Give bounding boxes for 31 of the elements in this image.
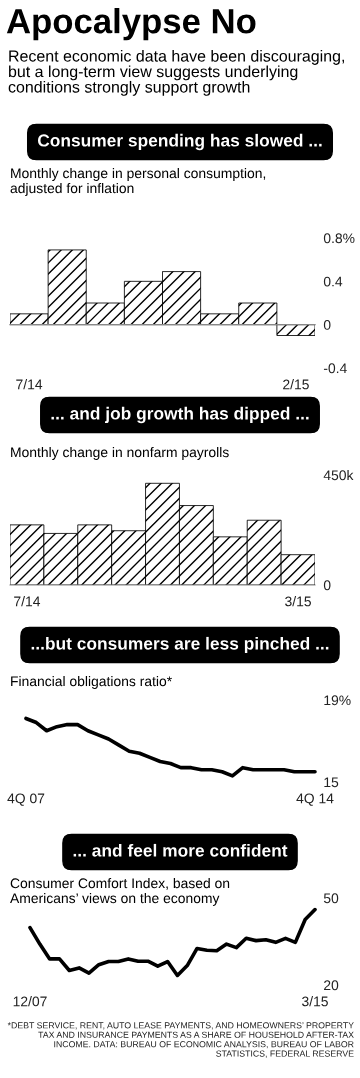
y-tick-label: -0.4 [323, 363, 347, 374]
text: Recent economic data have been discouraging, but a long-term view suggests underlying conditions strongly support growth [8, 50, 344, 96]
x-tick-label: 3/15 [302, 996, 328, 1007]
y-tick-label: 0 [323, 320, 331, 330]
chart-subtitle: Financial obligations ratio* [11, 676, 172, 689]
line-series [28, 907, 317, 978]
y-tick-label: 0.4 [323, 276, 343, 287]
x-tick-label: 7/14 [16, 379, 43, 390]
y-tick-label: 0 [323, 580, 331, 591]
x-tick-label: 4Q 07 [7, 793, 45, 806]
text: Apocalypse No [6, 8, 256, 41]
y-tick-label: 450k [323, 469, 354, 481]
text: *DEBT SERVICE, RENT, AUTO LEASE PAYMENTS, AND HOMEOWNERS’ PROPERTY TAX AND INSURANCE PAYMENTS AS A SHARE OF HOUSEHOLD AFTER-TAX INCOME. DATA: BUREAU OF ECONOMIC ANALYSIS, BUREAU OF LABOR STATISTICS, FEDERAL RESERVE [7, 1022, 354, 1058]
y-tick-label: 19% [324, 695, 351, 706]
chart-subtitle: Monthly change in personal consumption, adjusted for inflation [10, 168, 266, 196]
chart-title: Consumer spending has slowed ... [37, 133, 322, 151]
chart-subtitle: Monthly change in nonfarm payrolls [11, 447, 229, 460]
y-tick-label: 15 [324, 777, 339, 788]
chart-title: ... and job growth has dipped ... [51, 406, 309, 424]
line-series [24, 716, 317, 778]
x-tick-label: 7/14 [14, 596, 41, 607]
chart-title: ...but consumers are less pinched ... [31, 636, 329, 654]
x-tick-label: 2/15 [283, 379, 309, 390]
chart-title: ... and feel more confident [73, 843, 288, 857]
x-tick-label: 3/15 [285, 596, 311, 607]
x-tick-label: 4Q 14 [296, 793, 334, 806]
x-tick-label: 12/07 [13, 996, 47, 1007]
y-tick-label: 50 [323, 893, 339, 904]
chart-subtitle: Consumer Comfort Index, based on Americans’ views on the economy [10, 878, 230, 906]
y-tick-label: 20 [324, 980, 339, 991]
y-tick-label: 0.8% [323, 233, 355, 244]
